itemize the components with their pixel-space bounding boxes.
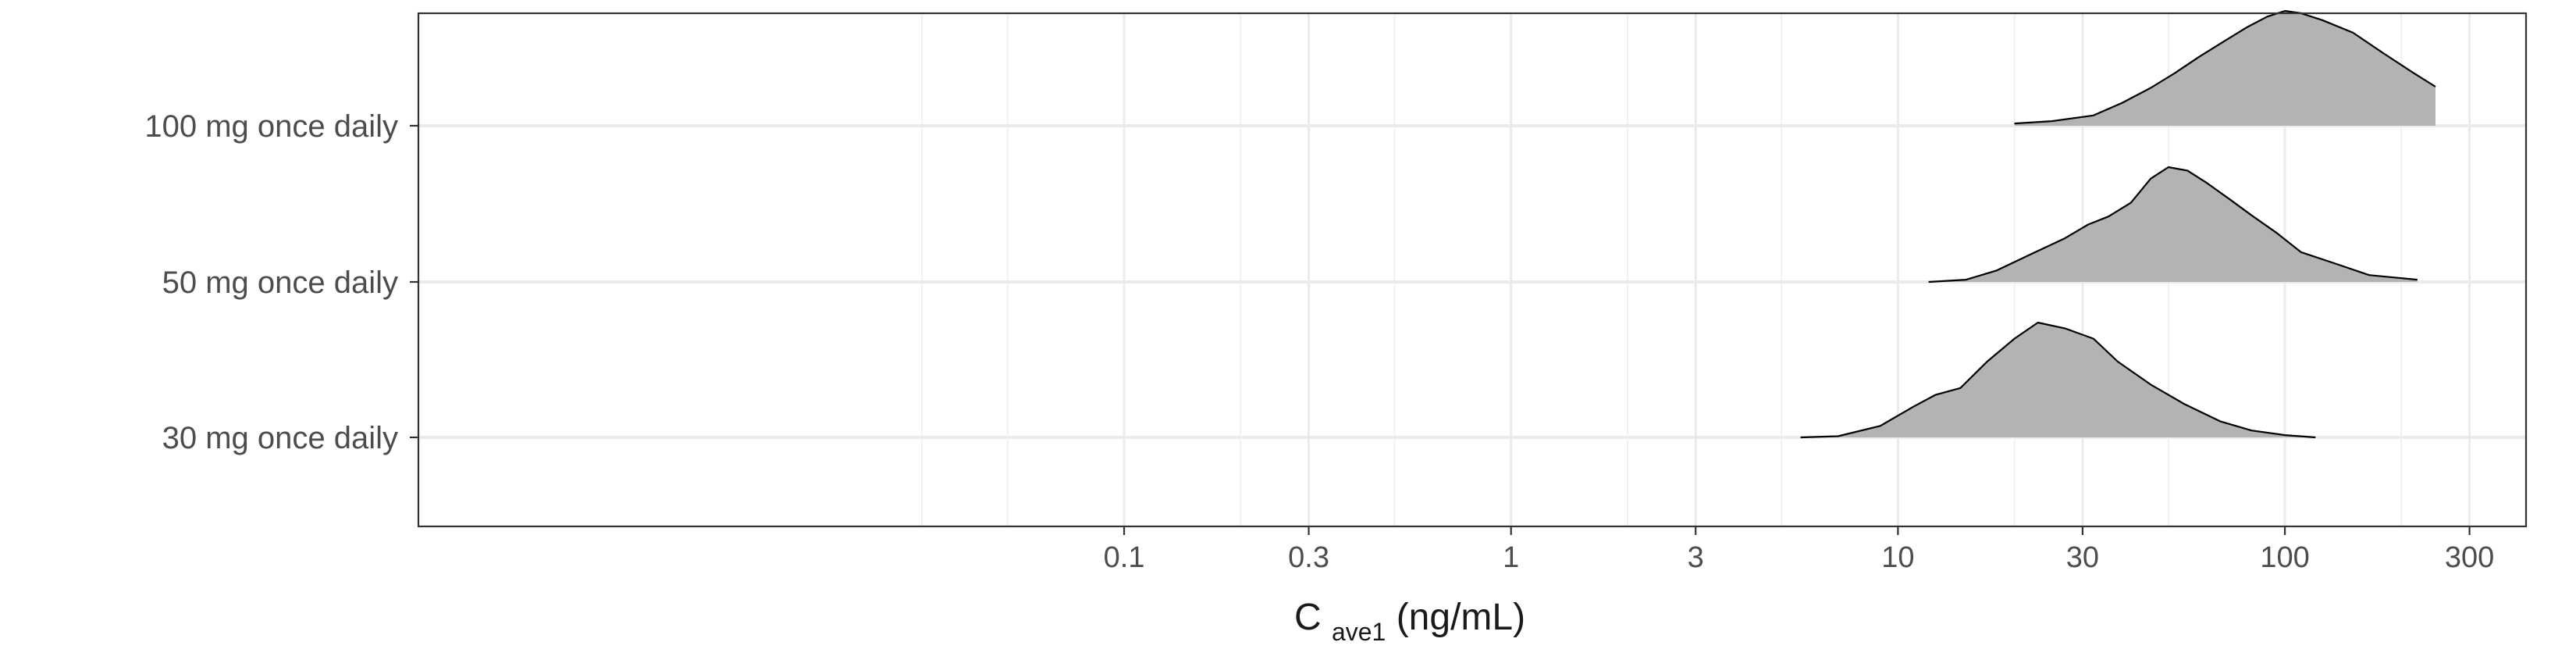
density-outline-2	[1928, 166, 2418, 284]
y-axis: 100 mg once daily 50 mg once daily 30 mg o…	[144, 109, 418, 455]
y-category-label: 30 mg once daily	[162, 421, 398, 455]
x-axis-title-main: C	[1294, 597, 1322, 638]
density-outline-3	[1800, 321, 2316, 439]
density-outline-1	[2014, 9, 2436, 125]
x-axis-title-unit: (ng/mL)	[1397, 597, 1525, 638]
plot-panel-border	[417, 12, 2528, 528]
density-area-1	[2014, 11, 2435, 126]
x-tick-label: 300	[2445, 541, 2494, 574]
x-axis-title-subscript: ave1	[1332, 618, 1386, 646]
x-tick-label: 0.3	[1288, 541, 1329, 574]
density-area-3	[1800, 323, 2316, 437]
x-axis-title: C ave1 (ng/mL)	[1294, 597, 1525, 649]
x-tick-label: 30	[2066, 541, 2099, 574]
x-tick-label: 100	[2260, 541, 2309, 574]
y-category-label: 100 mg once daily	[144, 109, 398, 144]
x-tick-label: 3	[1688, 541, 1704, 574]
density-area-2	[1928, 167, 2418, 282]
x-tick-label: 10	[1881, 541, 1914, 574]
density-ridges	[1800, 9, 2436, 439]
x-axis: 0.1 0.3 1 3 10 30 100 300	[1104, 526, 2494, 574]
x-tick-label: 1	[1503, 541, 1519, 574]
y-category-label: 50 mg once daily	[162, 266, 398, 300]
x-tick-label: 0.1	[1104, 541, 1145, 574]
